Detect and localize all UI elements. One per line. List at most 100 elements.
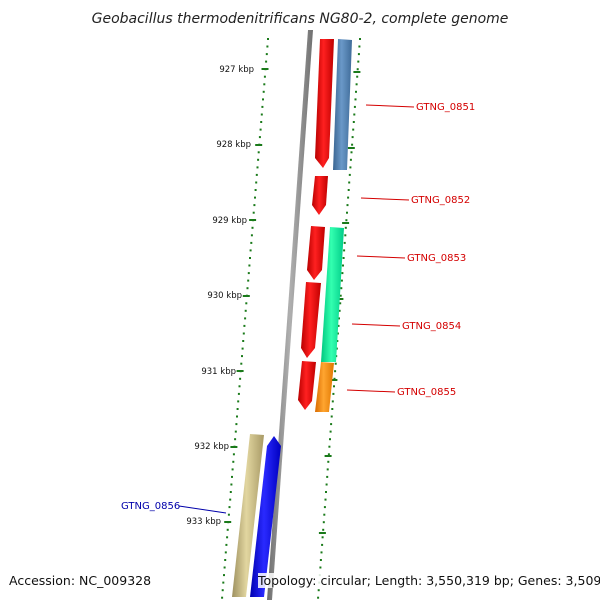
inner-track-minor-tick <box>254 196 256 199</box>
outer-track-major-tick <box>342 222 350 224</box>
outer-track-minor-tick <box>352 128 355 131</box>
inner-track-minor-tick <box>249 249 252 252</box>
outer-track-minor-tick <box>336 332 339 335</box>
outer-track-minor-tick <box>317 589 320 592</box>
gene-arrow-gtng-0856[interactable] <box>250 436 281 597</box>
outer-track-minor-tick <box>332 392 335 395</box>
outer-track-minor-tick <box>320 551 323 554</box>
outer-track-minor-tick <box>352 121 355 123</box>
gene-label-gtng-0855[interactable]: GTNG_0855 <box>397 387 456 398</box>
outer-track-minor-tick <box>317 596 320 599</box>
gene-arrow-red-5[interactable] <box>298 361 316 410</box>
outer-track-minor-tick <box>357 53 360 56</box>
inner-track-major-tick <box>249 219 257 221</box>
inner-track-minor-tick <box>232 460 235 463</box>
outer-track-minor-tick <box>339 294 342 297</box>
inner-track-minor-tick <box>260 113 263 116</box>
inner-track-minor-tick <box>229 491 232 493</box>
inner-track-minor-tick <box>259 128 262 131</box>
axis-label-932: 932 kbp <box>194 442 229 452</box>
outer-track-minor-tick <box>347 189 350 191</box>
axis-label-928: 928 kbp <box>216 140 251 150</box>
inner-track-minor-tick <box>247 272 250 275</box>
gene-bar-khaki[interactable] <box>232 434 264 597</box>
inner-track-minor-tick <box>242 340 245 342</box>
outer-track-minor-tick <box>330 415 333 418</box>
outer-track-minor-tick <box>345 219 348 222</box>
outer-track-minor-tick <box>356 68 359 71</box>
gene-bar-gtng-0853[interactable] <box>321 227 344 362</box>
gene-bar-gtng-0855[interactable] <box>315 362 334 412</box>
inner-track-minor-tick <box>250 241 253 244</box>
axis-label-927: 927 kbp <box>219 65 254 75</box>
outer-track-minor-tick <box>353 113 356 116</box>
gene-bar-gtng-0851[interactable] <box>333 39 352 170</box>
axis-label-929: 929 kbp <box>212 216 247 226</box>
inner-track-minor-tick <box>226 528 229 531</box>
inner-track-minor-tick <box>234 430 237 433</box>
inner-track-minor-tick <box>224 559 227 561</box>
outer-track-major-tick <box>353 71 361 73</box>
outer-track-minor-tick <box>359 38 361 40</box>
outer-track-minor-tick <box>344 226 347 229</box>
axis-label-933: 933 kbp <box>186 517 221 527</box>
inner-track-minor-tick <box>246 287 249 290</box>
gene-label-gtng-0851[interactable]: GTNG_0851 <box>416 102 475 113</box>
outer-track-minor-tick <box>327 453 330 456</box>
gene-label-gtng-0856[interactable]: GTNG_0856 <box>121 501 180 512</box>
inner-track-minor-tick <box>242 332 245 335</box>
outer-track-minor-tick <box>321 543 324 546</box>
inner-track-minor-tick <box>236 408 239 410</box>
inner-track-minor-tick <box>244 309 247 312</box>
inner-track-major-tick <box>261 68 269 70</box>
outer-track-minor-tick <box>323 506 326 509</box>
leader-line-gtng-0851 <box>365 104 415 108</box>
outer-track-minor-tick <box>331 400 334 403</box>
inner-track-minor-tick <box>243 324 246 327</box>
outer-track-minor-tick <box>319 566 322 569</box>
outer-track-minor-tick <box>347 196 350 199</box>
axis-label-930: 930 kbp <box>207 291 242 301</box>
inner-track-minor-tick <box>235 423 238 426</box>
outer-track-minor-tick <box>349 158 352 161</box>
outer-track-minor-tick <box>338 317 340 320</box>
outer-track-minor-tick <box>333 377 336 380</box>
gene-arrow-gtng-0852[interactable] <box>312 176 328 215</box>
outer-track-minor-tick <box>321 536 324 539</box>
gene-arrow-red-1[interactable] <box>315 39 334 168</box>
gene-label-gtng-0853[interactable]: GTNG_0853 <box>407 253 466 264</box>
gene-label-gtng-0852[interactable]: GTNG_0852 <box>411 195 470 206</box>
leader-line-gtng-0854 <box>351 323 401 327</box>
outer-track-minor-tick <box>355 90 357 93</box>
inner-track-minor-tick <box>266 45 269 48</box>
outer-track-minor-tick <box>357 60 360 63</box>
inner-track-minor-tick <box>226 536 229 539</box>
leader-line-gtng-0855 <box>346 389 396 393</box>
inner-track-minor-tick <box>238 385 241 388</box>
outer-track-minor-tick <box>342 257 345 259</box>
leader-line-gtng-0852 <box>360 197 410 201</box>
gene-label-gtng-0854[interactable]: GTNG_0854 <box>402 321 461 332</box>
inner-track-minor-tick <box>257 151 260 154</box>
topology-text: Topology: circular; Length: 3,550,319 bp… <box>258 573 600 588</box>
outer-track-minor-tick <box>344 234 347 237</box>
gene-arrow-red-4[interactable] <box>301 282 321 358</box>
outer-track-minor-tick <box>351 143 354 146</box>
outer-track-minor-tick <box>326 475 329 478</box>
inner-track-minor-tick <box>232 453 235 456</box>
inner-track-minor-tick <box>230 483 233 486</box>
inner-track-minor-tick <box>261 105 264 108</box>
outer-track-minor-tick <box>342 264 344 267</box>
inner-track-minor-tick <box>231 468 234 471</box>
leader-line-gtng-0853 <box>356 255 406 259</box>
inner-track-minor-tick <box>223 566 226 569</box>
gene-arrow-red-3[interactable] <box>307 226 325 280</box>
outer-track-major-tick <box>347 147 355 149</box>
inner-track-minor-tick <box>239 377 242 380</box>
outer-track-minor-tick <box>341 272 344 275</box>
inner-tick-marks <box>221 38 269 599</box>
outer-track-minor-tick <box>355 83 358 86</box>
outer-track-minor-tick <box>354 98 357 101</box>
outer-track-minor-tick <box>336 340 339 342</box>
